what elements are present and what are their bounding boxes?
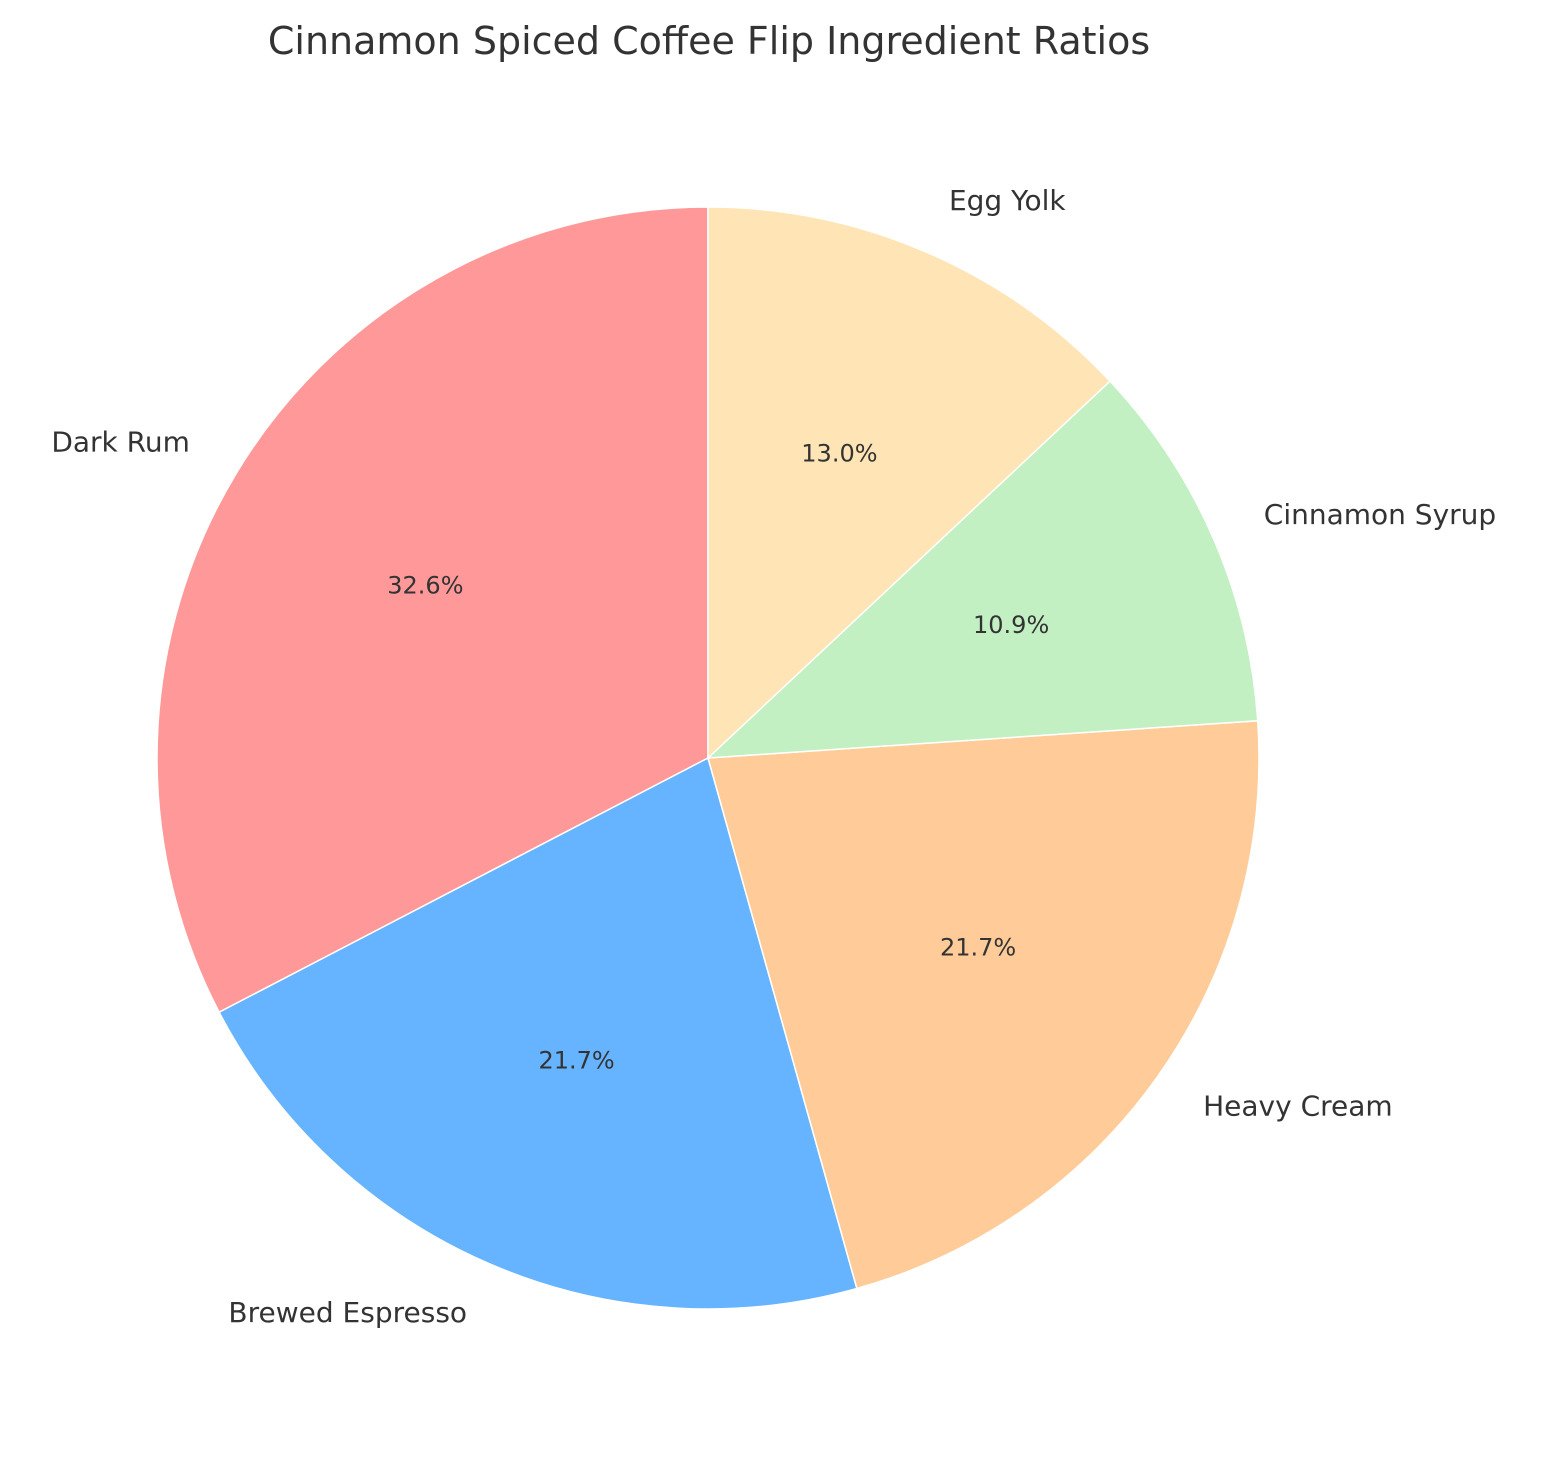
label-egg-yolk: Egg Yolk [949, 184, 1066, 217]
slice-labels: Dark Rum Brewed Espresso Heavy Cream Cinnam… [51, 184, 1496, 1329]
slice-dark-rum [156, 206, 709, 1014]
label-brewed-espresso: Brewed Espresso [228, 1296, 467, 1329]
pct-dark-rum: 32.6% [387, 571, 463, 599]
label-heavy-cream: Heavy Cream [1203, 1090, 1393, 1123]
pct-heavy-cream: 21.7% [940, 934, 1016, 962]
pct-cinnamon-syrup: 10.9% [973, 611, 1049, 639]
chart-title: Cinnamon Spiced Coffee Flip Ingredient R… [268, 19, 1150, 63]
label-dark-rum: Dark Rum [51, 425, 190, 458]
pie-slices [156, 206, 1260, 1310]
slice-heavy-cream [707, 719, 1260, 1290]
slice-brewed-espresso [218, 756, 858, 1310]
percent-labels: 32.6% 21.7% 21.7% 10.9% 13.0% [387, 440, 1049, 1075]
slice-egg-yolk [707, 206, 1112, 760]
pct-brewed-espresso: 21.7% [538, 1046, 614, 1074]
slice-cinnamon-syrup [705, 380, 1259, 759]
pct-egg-yolk: 13.0% [801, 440, 877, 468]
label-cinnamon-syrup: Cinnamon Syrup [1264, 498, 1496, 531]
